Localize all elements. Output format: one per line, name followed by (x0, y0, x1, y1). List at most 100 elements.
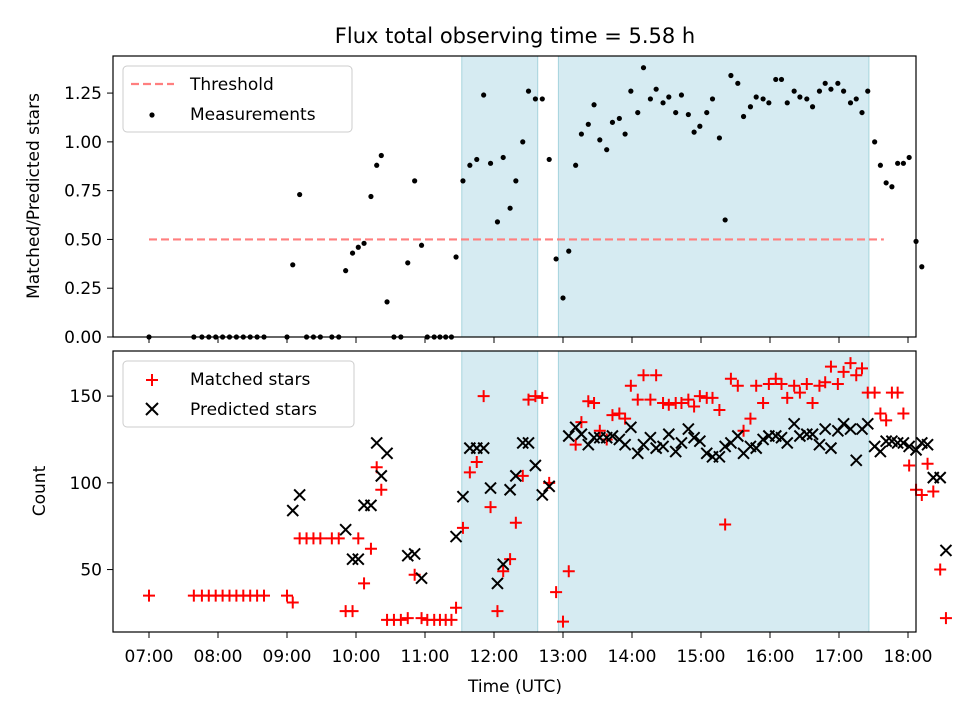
shaded-interval-1 (461, 55, 539, 338)
measurements-point (368, 193, 374, 200)
matched-stars-point (613, 407, 626, 420)
predicted-stars-point (370, 436, 383, 450)
predicted-stars-point (675, 436, 688, 450)
measurements-point (828, 86, 834, 92)
matched-stars-point (352, 532, 365, 545)
matched-stars-point (143, 589, 155, 602)
matched-stars-point (662, 398, 675, 411)
matched-stars-point (744, 412, 757, 425)
measurements-point (660, 100, 666, 106)
matched-stars-point (394, 613, 407, 626)
predicted-stars-point (806, 428, 819, 441)
measurements-point (804, 96, 810, 102)
measurements-point (635, 109, 641, 116)
predicted-stars-point (874, 445, 887, 458)
measurements-point (778, 76, 785, 83)
predicted-stars-point (756, 433, 770, 446)
matched-stars-point (606, 409, 619, 422)
matched-stars-point (529, 390, 542, 403)
predicted-stars-point (682, 422, 695, 436)
bottom-axes-frame (112, 350, 917, 633)
matched-stars-point (286, 596, 299, 609)
predicted-stars-point (879, 434, 893, 448)
predicted-stars-point (837, 417, 850, 431)
measurements-point (859, 109, 865, 116)
matched-stars-point (793, 386, 806, 399)
predicted-stars-point (891, 436, 904, 450)
measurements-point (560, 295, 566, 301)
measurements-point (740, 113, 747, 120)
matched-stars-point (445, 613, 458, 626)
measurements-point (704, 109, 710, 116)
predicted-stars-point (800, 428, 814, 441)
bottom-data-marks (143, 357, 953, 628)
matched-stars-point (491, 605, 504, 618)
matched-stars-point (450, 601, 463, 614)
measurements-point (673, 109, 679, 116)
matched-stars-point (463, 466, 476, 479)
predicted-stars-point (818, 422, 832, 436)
measurements-point (809, 104, 816, 110)
measurements-point (653, 86, 659, 92)
top-legend: Threshold Measurements (122, 65, 353, 133)
predicted-stars-point (496, 558, 510, 571)
predicted-stars-point (529, 459, 542, 472)
matched-stars-point (281, 589, 293, 602)
top-x-ticks (148, 337, 909, 343)
matched-stars-point (650, 369, 663, 382)
predicted-stars-point (624, 421, 638, 434)
predicted-stars-point (286, 504, 299, 517)
matched-stars-point (800, 377, 813, 390)
measurements-point (766, 100, 772, 106)
measurements-point (835, 80, 841, 86)
measurements-point (361, 240, 367, 246)
y-tick-label: 0.00 (64, 328, 102, 348)
predicted-stars-point (844, 422, 857, 436)
matched-stars-point (837, 365, 850, 378)
x-axis-label: Time (UTC) (467, 677, 562, 697)
measurements-point (520, 139, 526, 145)
predicted-stars-point (669, 445, 682, 458)
measurements-point (578, 131, 585, 137)
predicted-stars-point (484, 481, 497, 495)
measurements-point (349, 250, 356, 256)
measurements-point (487, 160, 494, 166)
measurements-point (513, 178, 519, 184)
predicted-stars-point (346, 552, 359, 566)
predicted-stars-point (380, 447, 394, 460)
x-tick-label: 09:00 (263, 647, 312, 667)
matched-stars-point (358, 577, 371, 590)
matched-stars-point (850, 369, 863, 382)
matched-stars-point (470, 456, 483, 469)
matched-stars-point (874, 407, 887, 420)
measurements-point (418, 242, 425, 248)
x-tick-label: 13:00 (539, 647, 588, 667)
y-tick-label: 0.25 (64, 279, 102, 299)
predicted-stars-point (749, 441, 763, 455)
measurements-point (532, 96, 539, 102)
predicted-stars-point (509, 469, 523, 483)
matched-stars-point (713, 403, 726, 416)
y-tick-label: 1.25 (64, 84, 102, 104)
measurements-point (573, 162, 579, 168)
x-tick-label: 14:00 (608, 647, 657, 667)
predicted-stars-point (542, 480, 556, 493)
matched-stars-point (550, 586, 563, 599)
matched-stars-point (897, 407, 910, 420)
predicted-stars-point (921, 438, 934, 451)
measurements-point (474, 156, 480, 163)
measurements-point (841, 88, 847, 94)
measurements-point (622, 131, 628, 137)
predicted-stars-point (700, 447, 713, 460)
matched-stars-point (934, 563, 947, 576)
measurements-point (853, 96, 859, 102)
top-y-axis-label: Matched/Predicted stars (24, 93, 44, 299)
matched-stars-point (788, 379, 801, 392)
predicted-stars-point (687, 431, 701, 444)
predicted-stars-point (662, 428, 676, 441)
matched-stars-point (314, 532, 327, 545)
predicted-stars-point (850, 454, 863, 467)
measurements-point (797, 94, 803, 100)
matched-stars-point (921, 457, 934, 470)
matched-stars-point (332, 532, 345, 545)
